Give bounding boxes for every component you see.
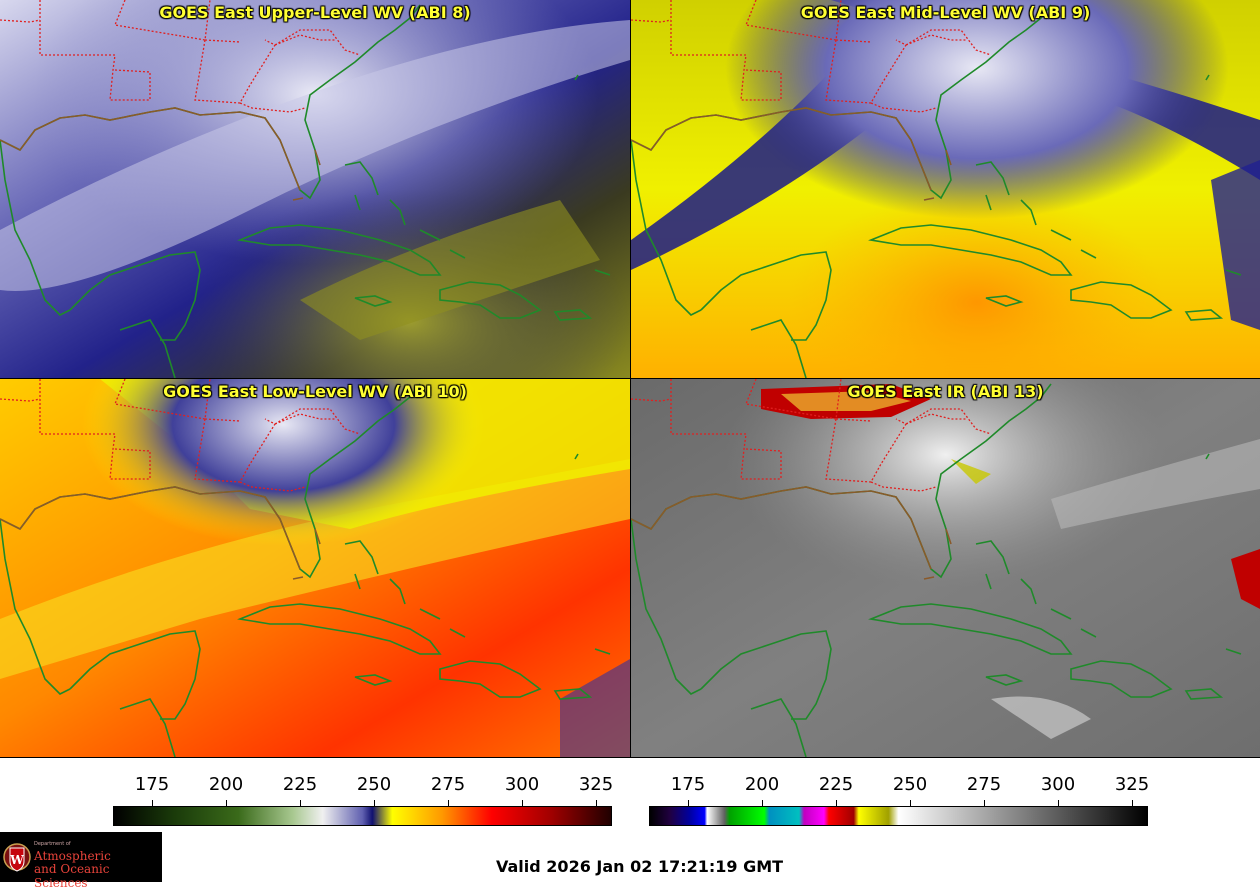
panel-divider-vertical <box>630 0 631 758</box>
ir-colorbar-tick-label: 200 <box>744 774 780 795</box>
panel-title: GOES East Mid-Level WV (ABI 9) <box>800 3 1091 22</box>
ir-colorbar-tick-label: 225 <box>818 774 854 795</box>
panel-ir: GOES East IR (ABI 13) <box>631 379 1260 758</box>
wv-colorbar-tick-label: 200 <box>208 774 244 795</box>
wv-colorbar-tick <box>522 800 523 806</box>
ir-colorbar-tick <box>910 800 911 806</box>
wv-colorbar-tick-label: 250 <box>356 774 392 795</box>
wv-colorbar-tick <box>448 800 449 806</box>
ir-colorbar-tick <box>984 800 985 806</box>
logo-dept-text: Department of <box>34 841 71 847</box>
ir-image <box>631 379 1260 758</box>
ir-colorbar-tick-label: 325 <box>1114 774 1150 795</box>
ir-colorbar-tick <box>836 800 837 806</box>
panel-title: GOES East IR (ABI 13) <box>847 382 1044 401</box>
panel-title: GOES East Low-Level WV (ABI 10) <box>163 382 467 401</box>
aos-logo: W Department of Atmospheric and Oceanic … <box>0 832 162 890</box>
ir-colorbar-tick-label: 275 <box>966 774 1002 795</box>
crest-letter: W <box>9 853 24 867</box>
wv-colorbar-tick-label: 325 <box>578 774 614 795</box>
ir-colorbar-tick-label: 300 <box>1040 774 1076 795</box>
panel-bottom-border <box>0 757 1260 758</box>
ir-colorbar-tick-label: 175 <box>670 774 706 795</box>
ir-colorbar-tick <box>762 800 763 806</box>
ir-colorbar-tick <box>1132 800 1133 806</box>
wv-colorbar-tick <box>300 800 301 806</box>
wv-colorbar-tick <box>596 800 597 806</box>
wv-colorbar-tick-label: 275 <box>430 774 466 795</box>
uw-crest-icon: W <box>3 843 31 872</box>
ir-colorbar-tick <box>688 800 689 806</box>
low-level-wv-image <box>0 379 630 758</box>
panel-title: GOES East Upper-Level WV (ABI 8) <box>159 3 471 22</box>
panel-low-level-wv: GOES East Low-Level WV (ABI 10) <box>0 379 630 758</box>
ir-colorbar <box>649 806 1148 826</box>
ir-colorbar-tick-label: 250 <box>892 774 928 795</box>
ir-colorbar-tick <box>1058 800 1059 806</box>
panel-upper-level-wv: GOES East Upper-Level WV (ABI 8) <box>0 0 630 378</box>
wv-colorbar-tick-label: 225 <box>282 774 318 795</box>
upper-level-wv-image <box>0 0 630 378</box>
panel-divider-horizontal <box>0 378 1260 379</box>
wv-colorbar-tick-label: 175 <box>134 774 170 795</box>
logo-line1: Atmospheric <box>34 849 111 863</box>
wv-colorbar-tick <box>152 800 153 806</box>
mid-level-wv-image <box>631 0 1260 378</box>
valid-time: Valid 2026 Jan 02 17:21:19 GMT <box>496 857 784 876</box>
wv-colorbar-tick-label: 300 <box>504 774 540 795</box>
wv-colorbar-tick <box>226 800 227 806</box>
wv-colorbar-tick <box>374 800 375 806</box>
panel-mid-level-wv: GOES East Mid-Level WV (ABI 9) <box>631 0 1260 378</box>
logo-line2: and Oceanic Sciences <box>34 862 110 890</box>
wv-colorbar <box>113 806 612 826</box>
